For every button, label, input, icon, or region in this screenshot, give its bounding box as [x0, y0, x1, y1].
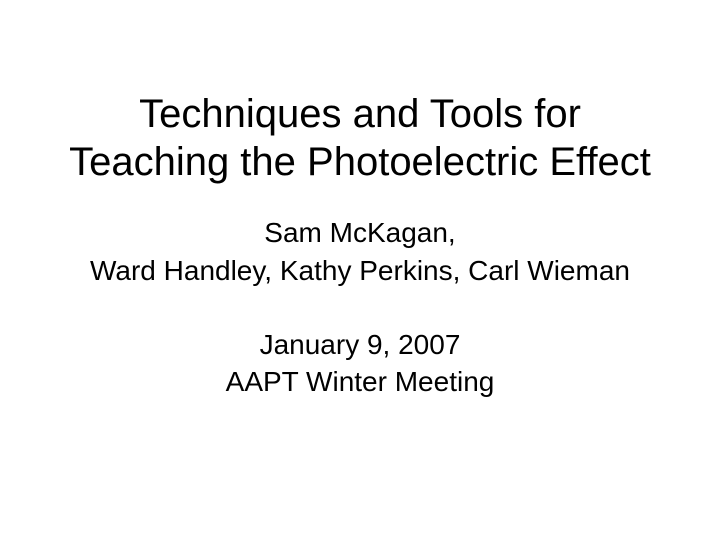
venue-line: AAPT Winter Meeting — [226, 366, 495, 397]
slide-title: Techniques and Tools for Teaching the Ph… — [69, 90, 651, 186]
author-line-2: Ward Handley, Kathy Perkins, Carl Wieman — [90, 255, 630, 286]
title-line-2: Teaching the Photoelectric Effect — [69, 140, 651, 184]
author-line-1: Sam McKagan, — [264, 217, 455, 248]
slide-meeting: January 9, 2007 AAPT Winter Meeting — [226, 326, 495, 402]
slide-container: Techniques and Tools for Teaching the Ph… — [0, 0, 720, 540]
date-line: January 9, 2007 — [260, 329, 461, 360]
title-line-1: Techniques and Tools for — [139, 92, 581, 136]
slide-authors: Sam McKagan, Ward Handley, Kathy Perkins… — [90, 214, 630, 290]
